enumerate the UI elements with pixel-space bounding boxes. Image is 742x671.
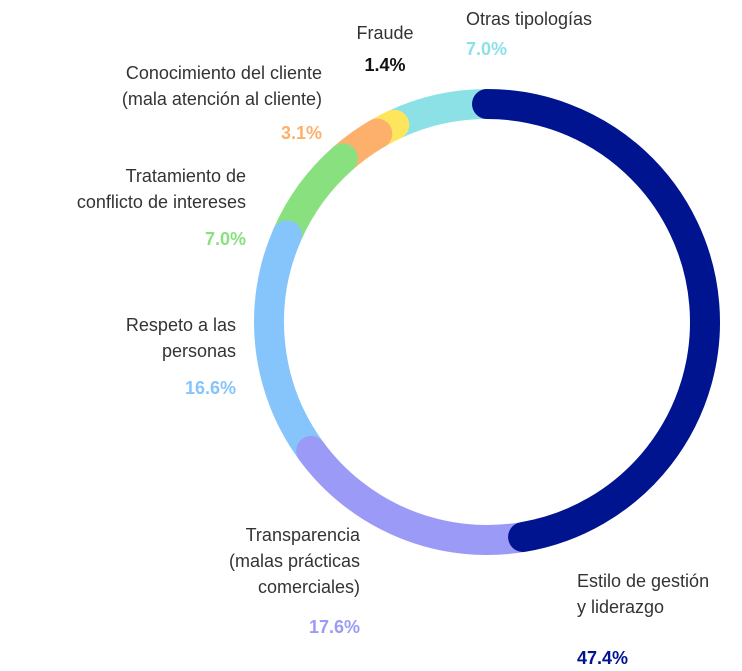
category-label: Transparencia (malas prácticas comercial… xyxy=(228,525,360,597)
value-label: 17.6% xyxy=(308,617,360,637)
value-label: 7.0% xyxy=(466,39,508,59)
value-label: 3.1% xyxy=(280,123,322,143)
value-label: 1.4% xyxy=(364,55,406,75)
category-label: Fraude xyxy=(356,23,414,43)
donut-segment xyxy=(254,220,327,466)
donut-segment xyxy=(472,89,720,552)
value-label: 47.4% xyxy=(577,648,629,668)
category-label: Otras tipologías xyxy=(466,9,593,29)
category-label: Respeto a las personas xyxy=(125,315,236,361)
value-label: 7.0% xyxy=(204,229,246,249)
category-label: Conocimiento del cliente (mala atención … xyxy=(121,63,322,109)
value-label: 16.6% xyxy=(184,378,236,398)
category-label: Estilo de gestión y liderazgo xyxy=(577,571,710,617)
category-label: Tratamiento de conflicto de intereses xyxy=(76,166,246,212)
donut-segment xyxy=(296,435,539,555)
